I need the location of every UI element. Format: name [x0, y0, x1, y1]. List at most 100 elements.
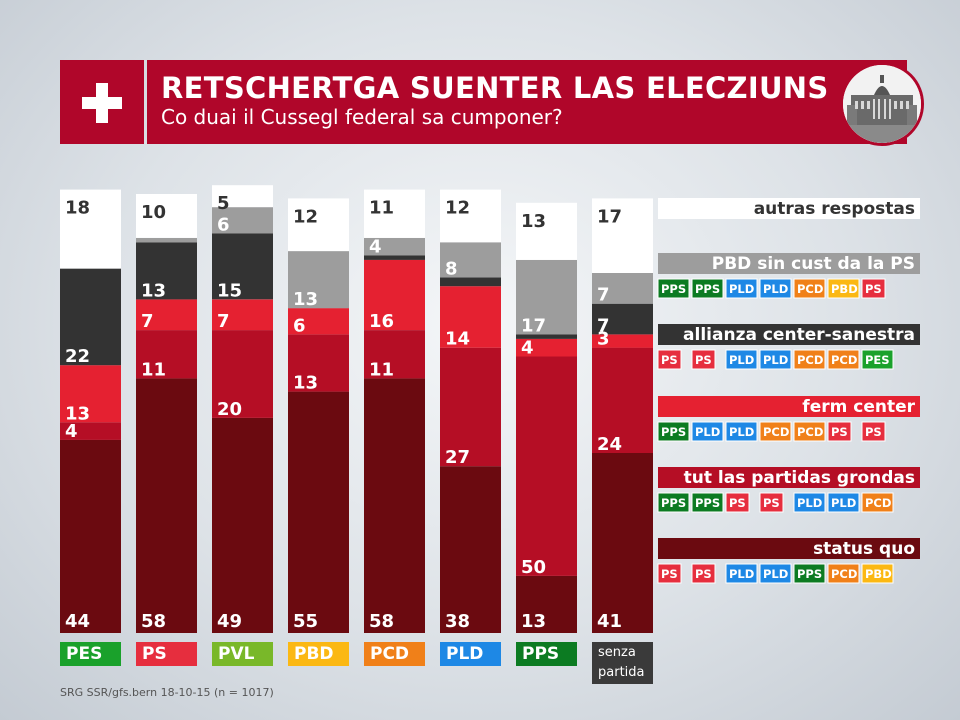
- value-label: 13: [293, 289, 318, 310]
- party-badge: [793, 563, 826, 584]
- value-label: 14: [445, 329, 470, 350]
- party-badge: [691, 492, 724, 513]
- bar-segment: [212, 207, 273, 234]
- value-label: 13: [65, 403, 90, 424]
- legend-label: allianza center-sanestra: [683, 325, 915, 345]
- party-badge: [759, 492, 784, 513]
- legend-swatch: [658, 467, 920, 488]
- value-label: 4: [521, 337, 534, 358]
- party-badge-label: PS: [763, 496, 780, 510]
- value-label: 50: [521, 557, 546, 578]
- bar-group-1: 58 11 7 13 10: [136, 194, 197, 633]
- party-badge-label: PCD: [797, 353, 823, 367]
- bar-segment: [212, 233, 273, 300]
- party-label-3: PBD: [288, 642, 349, 666]
- bar-segment: [212, 185, 273, 208]
- bar-segment: [60, 422, 121, 440]
- value-label: 12: [293, 206, 318, 227]
- party-badge-label: PPS: [661, 496, 686, 510]
- party-badge: [725, 563, 758, 584]
- party-badge: [759, 349, 792, 370]
- party-badge-label: PCD: [797, 282, 823, 296]
- party-badge-label: PS: [831, 425, 848, 439]
- party-badge-label: PS: [865, 282, 882, 296]
- value-label: 8: [445, 258, 458, 279]
- value-label: 17: [521, 316, 546, 337]
- value-label: 17: [597, 206, 622, 227]
- party-badge-label: PCD: [831, 567, 857, 581]
- party-badge: [657, 421, 690, 442]
- legend-item-4: tut las partidas grondas PPS PPS PS PS PLD PLD…: [657, 467, 920, 513]
- bar-segment: [364, 330, 425, 379]
- party-badge: [793, 492, 826, 513]
- bar-segment: [592, 198, 653, 273]
- chart-subtitle: Co duai il Cussegl federal sa cumponer?: [161, 105, 563, 129]
- party-badge: [657, 278, 690, 299]
- value-label: 13: [521, 611, 546, 632]
- value-label: 11: [141, 359, 166, 380]
- party-badge: [657, 349, 682, 370]
- value-label: 15: [217, 280, 242, 301]
- party-badge: [793, 349, 826, 370]
- party-badge: [861, 278, 886, 299]
- value-label: 58: [141, 611, 166, 632]
- bar-segment: [516, 334, 577, 339]
- bar-segment: [136, 194, 197, 238]
- legend-swatch: [658, 324, 920, 345]
- value-label: 10: [141, 202, 166, 223]
- header-banner: RETSCHERTGA SUENTER LAS ELECZIUNS Co dua…: [147, 60, 907, 144]
- bar-segment: [592, 334, 653, 348]
- bar-segment: [516, 202, 577, 260]
- bar-segment: [60, 439, 121, 633]
- source-note: SRG SSR/gfs.bern 18-10-15 (n = 1017): [60, 686, 274, 699]
- legend-item-3: ferm center PPS PLD PLD PCD PCD PS PS: [657, 396, 920, 442]
- value-label: 5: [217, 193, 230, 214]
- legend-swatch: [658, 198, 920, 219]
- legend-label: autras respostas: [754, 199, 915, 219]
- party-badge-label: PLD: [763, 353, 788, 367]
- bar-segment: [592, 273, 653, 304]
- party-badge-label: PPS: [661, 425, 686, 439]
- party-badge-label: PPS: [661, 282, 686, 296]
- party-badge-label: PCD: [865, 496, 891, 510]
- value-label: 13: [141, 280, 166, 301]
- party-badge: [759, 421, 792, 442]
- party-badge: [793, 421, 826, 442]
- party-badge-label: PLD: [763, 567, 788, 581]
- bar-segment: [364, 237, 425, 256]
- party-badge-label: PES: [865, 353, 890, 367]
- party-label-4: PCD: [364, 642, 425, 666]
- party-badge: [759, 278, 792, 299]
- value-label: 18: [65, 198, 90, 219]
- value-label: 11: [369, 359, 394, 380]
- value-label: 11: [369, 198, 394, 219]
- bar-segment: [592, 347, 653, 453]
- legend-label: ferm center: [802, 397, 915, 417]
- bar-segment: [60, 268, 121, 366]
- bar-segment: [288, 308, 349, 335]
- bar-segment: [516, 356, 577, 576]
- party-badge: [691, 349, 716, 370]
- bar-group-6: 13 50 417 13: [516, 202, 577, 633]
- legend-swatch: [658, 253, 920, 274]
- value-label: 22: [65, 346, 90, 367]
- party-badge: [691, 421, 724, 442]
- party-label-1: PS: [136, 642, 197, 666]
- bar-segment: [592, 453, 653, 633]
- party-badge-label: PS: [661, 567, 678, 581]
- bar-group-5: 38 27 14 8 12: [440, 189, 501, 633]
- party-badge: [827, 421, 852, 442]
- bar-segment: [440, 466, 501, 633]
- party-badge-label: PBD: [831, 282, 858, 296]
- party-badge: [827, 563, 860, 584]
- party-badge-label: PLD: [763, 282, 788, 296]
- party-label-2: PVL: [212, 642, 273, 666]
- party-badge: [691, 563, 716, 584]
- party-badge-label: PLD: [695, 425, 720, 439]
- party-badge-label: PPS: [797, 567, 822, 581]
- value-label: 7: [597, 316, 610, 337]
- federal-palace-icon: [840, 62, 924, 146]
- swiss-flag-icon: [60, 60, 144, 144]
- bar-segment: [364, 189, 425, 238]
